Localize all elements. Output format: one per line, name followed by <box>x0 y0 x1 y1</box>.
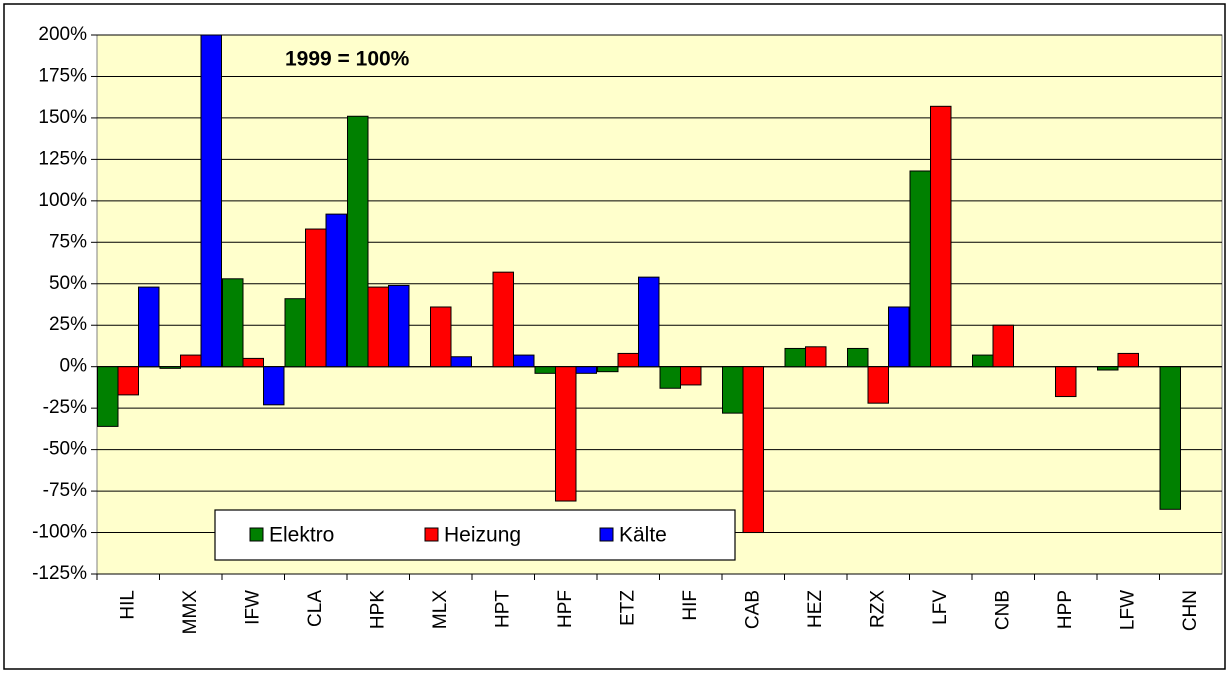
bar <box>722 366 744 414</box>
x-tick-label: MLX <box>430 590 451 629</box>
x-tick-label: HPF <box>555 590 576 628</box>
bar <box>450 356 472 368</box>
legend-label: Heizung <box>444 524 521 547</box>
bar <box>555 366 577 502</box>
x-tick-label: HEZ <box>805 590 826 628</box>
bar <box>1117 352 1139 368</box>
bar <box>159 366 181 369</box>
y-tick-label: 25% <box>49 314 87 335</box>
legend-swatch <box>424 527 439 542</box>
bar <box>534 366 556 374</box>
x-tick-label: CAB <box>742 590 763 629</box>
bar <box>597 366 619 373</box>
x-tick-label: HIL <box>117 590 138 620</box>
legend-label: Elektro <box>269 524 334 547</box>
x-tick-label: RZX <box>867 590 888 628</box>
y-tick-label: 0% <box>60 356 88 377</box>
bar <box>200 34 222 368</box>
y-tick-label: 50% <box>49 273 87 294</box>
bar <box>284 298 306 368</box>
bar <box>263 366 285 406</box>
y-tick-label: 175% <box>38 65 87 86</box>
legend-items: Elektro Heizung Kälte <box>249 524 667 547</box>
bar <box>680 366 702 386</box>
x-tick-label: HPP <box>1055 590 1076 629</box>
bar <box>97 366 119 427</box>
bar <box>367 286 389 368</box>
bar <box>888 306 910 368</box>
y-tick-label: 150% <box>38 107 87 128</box>
x-tick-label: LFV <box>930 590 951 625</box>
y-tick-label: -125% <box>32 563 87 584</box>
bar <box>347 115 369 368</box>
bar <box>742 366 764 534</box>
bar <box>638 276 660 368</box>
bar <box>492 271 514 368</box>
bar <box>117 366 139 396</box>
bar <box>513 354 535 368</box>
bar <box>1055 366 1077 398</box>
bar <box>659 366 681 389</box>
bar <box>992 324 1014 368</box>
bar <box>138 286 160 368</box>
x-tick-label: IFW <box>242 590 263 625</box>
bar <box>305 228 327 368</box>
labels: -125% -100% -75% -50% -25% 0% 25% 50% 75% 100% 125… <box>32 24 1201 634</box>
bar <box>805 346 827 368</box>
legend <box>214 509 736 561</box>
x-tick-label: ETZ <box>617 590 638 626</box>
bar <box>388 284 410 368</box>
y-tick-label: 100% <box>38 190 87 211</box>
bar <box>972 354 994 368</box>
bar <box>430 306 452 368</box>
bar <box>930 105 952 368</box>
bar <box>909 170 931 368</box>
bar <box>180 354 202 368</box>
y-tick-label: 75% <box>49 231 87 252</box>
x-tick-label: CLA <box>305 590 326 627</box>
bar <box>867 366 889 404</box>
y-tick-label: 200% <box>38 24 87 45</box>
bar <box>784 347 806 368</box>
bar <box>242 357 264 368</box>
y-tick-label: -100% <box>32 522 87 543</box>
legend-swatch <box>249 527 264 542</box>
legend-swatch <box>599 527 614 542</box>
bar <box>617 352 639 368</box>
bars <box>97 34 1181 534</box>
bar <box>1097 366 1119 371</box>
x-tick-label: HPK <box>367 590 388 629</box>
x-tick-label: LFW <box>1117 590 1138 630</box>
y-tick-label: -75% <box>43 480 87 501</box>
y-tick-label: -50% <box>43 439 87 460</box>
bar <box>1159 366 1181 510</box>
x-tick-label: HPT <box>492 590 513 628</box>
bar <box>222 278 244 368</box>
y-tick-label: 125% <box>38 148 87 169</box>
bar <box>325 213 347 368</box>
y-tick-label: -25% <box>43 397 87 418</box>
x-tick-label: HIF <box>680 590 701 621</box>
x-tick-label: MMX <box>180 590 201 635</box>
annotation: 1999 = 100% <box>285 48 410 71</box>
legend-label: Kälte <box>619 524 667 547</box>
bar <box>575 366 597 374</box>
bar <box>847 347 869 368</box>
x-tick-label: CHN <box>1180 590 1201 631</box>
x-tick-label: CNB <box>992 590 1013 630</box>
